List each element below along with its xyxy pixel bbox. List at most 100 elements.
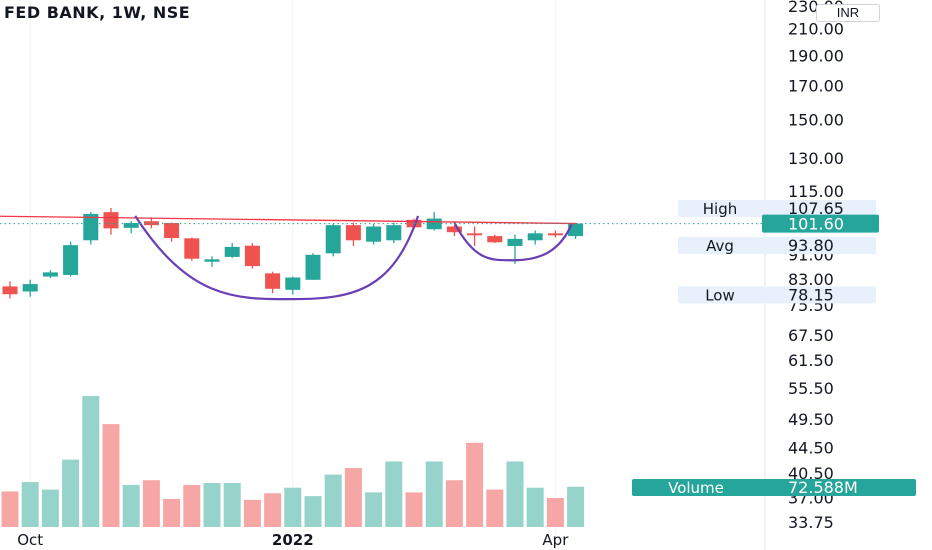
volume-bar [567,486,585,527]
candle-body [83,213,99,241]
volume-bar [102,424,120,527]
candle-body [2,286,18,295]
candle-body [265,273,281,289]
volume-bar [506,461,524,527]
candle-body [487,236,503,243]
volume-bar [486,489,504,527]
candle-body [366,226,382,242]
volume-bar [163,498,181,527]
volume-bar [62,459,80,527]
candle-body [204,259,220,262]
volume-bar [41,489,59,527]
chart-title: FED BANK, 1W, NSE [4,3,191,22]
price-tick-label: 190.00 [788,47,844,66]
time-tick-label: Oct [17,531,43,549]
candle-body [244,245,260,267]
candle-body [123,223,139,228]
volume-bar [284,487,302,527]
stat-label-avg: Avg 93.80 [678,236,876,255]
last-price-badge [762,214,879,233]
stat-label-bg [678,199,876,217]
volume-bar [264,493,282,527]
stat-label-value: 93.80 [788,236,834,255]
candle-body [143,221,159,226]
price-tick-label: 83.00 [788,270,834,289]
stat-label-value: 107.65 [788,199,844,218]
candle-body [103,212,119,229]
price-tick-label: 33.75 [788,513,834,532]
stat-label-low: Low 78.15 [678,285,876,304]
stat-label-high: High 107.65 [678,199,876,218]
candle-body [467,233,483,236]
stat-label-name: Avg [706,237,734,255]
time-axis: Oct 2022 Apr [17,531,569,549]
volume-bar [546,497,564,527]
candle-body [224,246,240,257]
stat-label-name: High [703,200,737,218]
volume-badge [632,479,916,496]
volume-badge-label: Volume [668,479,724,497]
volume-bar [223,483,241,527]
candle-body [42,272,58,277]
volume-bar [385,461,403,527]
time-tick-label: Apr [542,531,569,549]
candle-body [547,233,563,236]
price-tick-label: 40.50 [788,464,834,483]
cup-handle-curve [134,215,420,301]
candle-body [386,225,402,241]
price-tick-label: 44.50 [788,439,834,458]
price-tick-label: 115.00 [788,182,844,201]
grid-lines [29,0,766,550]
volume-bar [304,496,322,527]
candle-body [345,225,361,241]
candle-body [164,223,180,239]
candle-body [285,277,301,290]
candle-body [22,284,38,292]
stat-label-name: Low [705,286,735,304]
price-candles [2,207,584,299]
volume-bar [526,487,544,527]
volume-bar [466,442,484,527]
currency-button[interactable]: INR [816,4,880,22]
volume-bar [405,492,423,527]
volume-bar [344,468,362,527]
price-tick-label: 130.00 [788,149,844,168]
volume-bar [183,484,201,527]
volume-bar [21,482,39,527]
candle-body [184,238,200,259]
price-tick-label: 150.00 [788,110,844,129]
price-tick-label: 49.50 [788,410,834,429]
stat-label-bg [678,286,876,304]
drawing-overlays [0,215,765,301]
volume-bar [324,474,342,527]
volume-bar [1,491,19,527]
volume-bar [445,480,463,527]
price-tick-label: 210.00 [788,19,844,38]
time-tick-label: 2022 [272,531,314,549]
volume-bar [142,480,160,527]
price-axis: 230.00210.00190.00170.00150.00130.00115.… [788,0,844,532]
price-tick-label: 67.50 [788,326,834,345]
volume-bar [203,483,221,527]
candle-body [63,245,79,275]
volume-badge-value: 72.588M [788,478,858,497]
stat-label-bg [678,237,876,255]
cup-handle-curve [453,222,573,262]
resistance-line [0,215,578,225]
price-tick-label: 55.50 [788,379,834,398]
candle-body [446,226,462,233]
volume-bar [122,484,140,527]
volume-bar [243,499,261,527]
volume-bar [365,492,383,527]
candle-body [305,254,321,280]
volume-bars [1,396,585,527]
last-price-value: 101.60 [788,215,844,234]
volume-bar [82,396,100,527]
candle-body [527,233,543,241]
candle-body [426,218,442,230]
stat-label-value: 78.15 [788,285,834,304]
price-tick-label: 170.00 [788,77,844,96]
candle-body [325,225,341,254]
candle-body [568,223,584,237]
